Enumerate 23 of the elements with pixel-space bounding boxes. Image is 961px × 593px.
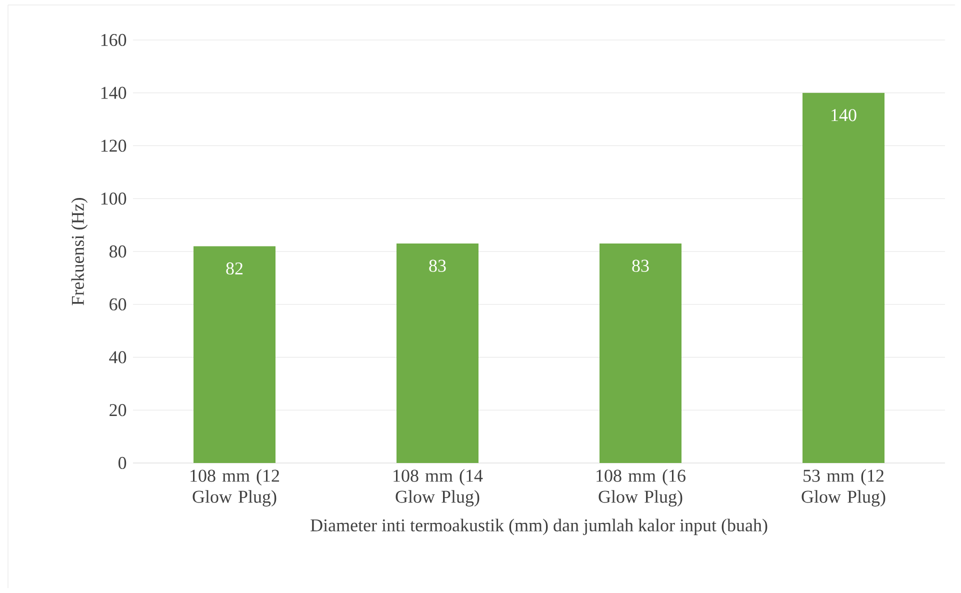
x-tick-label: 108 mm (14 Glow Plug) (394, 469, 483, 507)
bar (396, 244, 479, 463)
y-tick-label: 40 (109, 351, 126, 364)
data-label: 83 (632, 260, 649, 272)
bar (194, 246, 276, 463)
x-tick-label: 53 mm (12 Glow Plug) (802, 469, 886, 507)
data-label: 82 (226, 262, 243, 275)
y-tick-label: 80 (110, 245, 126, 258)
x-tick-label: 108 mm (12 Glow Plug) (190, 469, 280, 507)
y-tick-label: 100 (101, 192, 126, 205)
x-tick-label: 108 mm (16 Glow Plug) (596, 469, 686, 507)
bar (600, 244, 682, 463)
bar (802, 92, 885, 463)
x-axis-title: Diameter inti termoakustik (mm) dan jumlah kalor input (buah) (310, 518, 768, 536)
y-axis-title: Frekuensi (Hz) (71, 198, 88, 306)
y-tick-label: 60 (110, 298, 126, 310)
y-tick-label: 120 (101, 140, 126, 152)
y-tick-label: 140 (101, 86, 126, 99)
data-label: 140 (832, 109, 856, 122)
y-tick-label: 160 (101, 34, 126, 46)
data-label: 83 (429, 260, 446, 272)
y-tick-label: 20 (110, 404, 126, 416)
y-tick-label: 0 (118, 456, 126, 470)
